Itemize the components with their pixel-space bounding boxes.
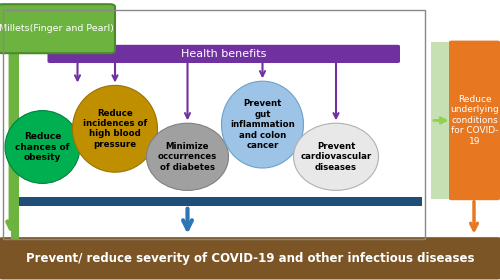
FancyBboxPatch shape (19, 197, 421, 206)
FancyBboxPatch shape (431, 42, 450, 199)
Text: Reduce
chances of
obesity: Reduce chances of obesity (15, 132, 70, 162)
Text: Reduce
incidences of
high blood
pressure: Reduce incidences of high blood pressure (83, 109, 147, 149)
Ellipse shape (72, 85, 158, 172)
Text: Prevent/ reduce severity of COVID-19 and other infectious diseases: Prevent/ reduce severity of COVID-19 and… (26, 252, 474, 265)
FancyBboxPatch shape (449, 41, 500, 200)
FancyBboxPatch shape (0, 4, 115, 53)
Ellipse shape (222, 81, 304, 168)
Text: Millets(Finger and Pearl): Millets(Finger and Pearl) (0, 24, 114, 33)
FancyBboxPatch shape (11, 45, 18, 239)
Text: Health benefits: Health benefits (181, 49, 266, 59)
Text: Prevent
gut
inflammation
and colon
cancer: Prevent gut inflammation and colon cance… (230, 99, 295, 150)
Ellipse shape (5, 111, 80, 183)
FancyBboxPatch shape (0, 237, 500, 279)
Text: Prevent
cardiovascular
diseases: Prevent cardiovascular diseases (300, 142, 372, 172)
Ellipse shape (294, 123, 378, 190)
Text: Reduce
underlying
conditions
for COVID-
19: Reduce underlying conditions for COVID- … (450, 95, 499, 146)
Text: Minimize
occurrences
of diabetes: Minimize occurrences of diabetes (158, 142, 217, 172)
Ellipse shape (146, 123, 228, 190)
FancyBboxPatch shape (48, 45, 400, 63)
